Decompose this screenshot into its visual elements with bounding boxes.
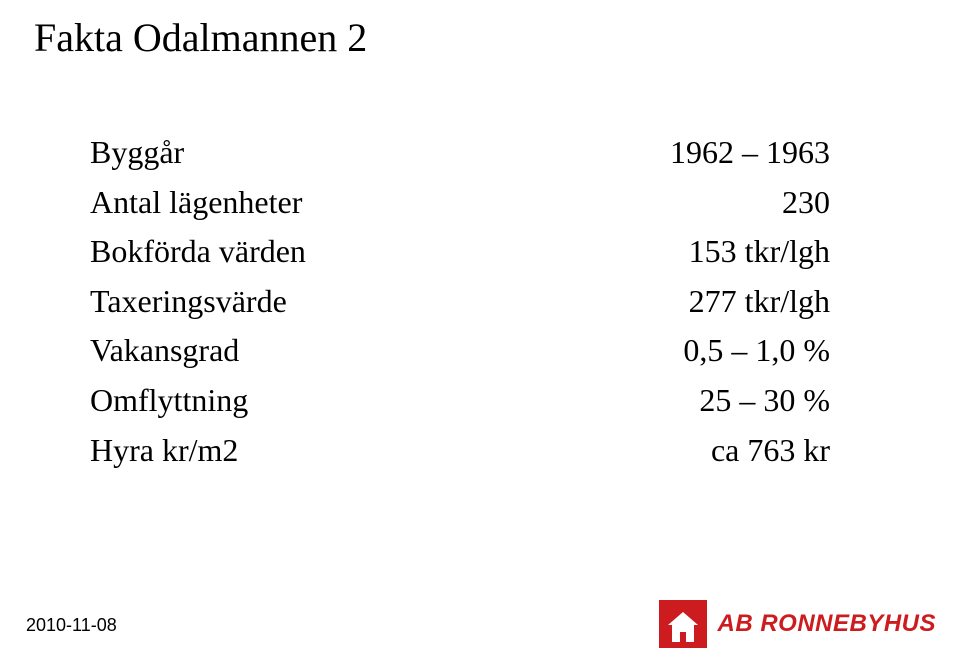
list-item: Byggår 1962 – 1963 bbox=[90, 128, 870, 178]
fact-value: 25 – 30 % bbox=[510, 376, 830, 426]
fact-label: Vakansgrad bbox=[90, 326, 510, 376]
fact-value: 277 tkr/lgh bbox=[510, 277, 830, 327]
list-item: Hyra kr/m2 ca 763 kr bbox=[90, 426, 870, 476]
fact-label: Hyra kr/m2 bbox=[90, 426, 510, 476]
footer-date: 2010-11-08 bbox=[26, 615, 117, 636]
list-item: Vakansgrad 0,5 – 1,0 % bbox=[90, 326, 870, 376]
list-item: Antal lägenheter 230 bbox=[90, 178, 870, 228]
house-icon-svg bbox=[666, 610, 700, 644]
fact-label: Omflyttning bbox=[90, 376, 510, 426]
house-icon bbox=[659, 600, 707, 648]
slide: Fakta Odalmannen 2 Byggår 1962 – 1963 An… bbox=[0, 0, 960, 662]
footer-logo: AB RONNEBYHUS bbox=[659, 600, 936, 648]
fact-label: Taxeringsvärde bbox=[90, 277, 510, 327]
fact-label: Bokförda värden bbox=[90, 227, 510, 277]
slide-title: Fakta Odalmannen 2 bbox=[34, 14, 367, 61]
fact-value: ca 763 kr bbox=[510, 426, 830, 476]
fact-value: 1962 – 1963 bbox=[510, 128, 830, 178]
facts-list: Byggår 1962 – 1963 Antal lägenheter 230 … bbox=[90, 128, 870, 475]
fact-value: 153 tkr/lgh bbox=[510, 227, 830, 277]
fact-value: 0,5 – 1,0 % bbox=[510, 326, 830, 376]
logo-text: AB RONNEBYHUS bbox=[717, 610, 936, 638]
list-item: Bokförda värden 153 tkr/lgh bbox=[90, 227, 870, 277]
list-item: Omflyttning 25 – 30 % bbox=[90, 376, 870, 426]
fact-label: Byggår bbox=[90, 128, 510, 178]
list-item: Taxeringsvärde 277 tkr/lgh bbox=[90, 277, 870, 327]
fact-label: Antal lägenheter bbox=[90, 178, 510, 228]
fact-value: 230 bbox=[510, 178, 830, 228]
